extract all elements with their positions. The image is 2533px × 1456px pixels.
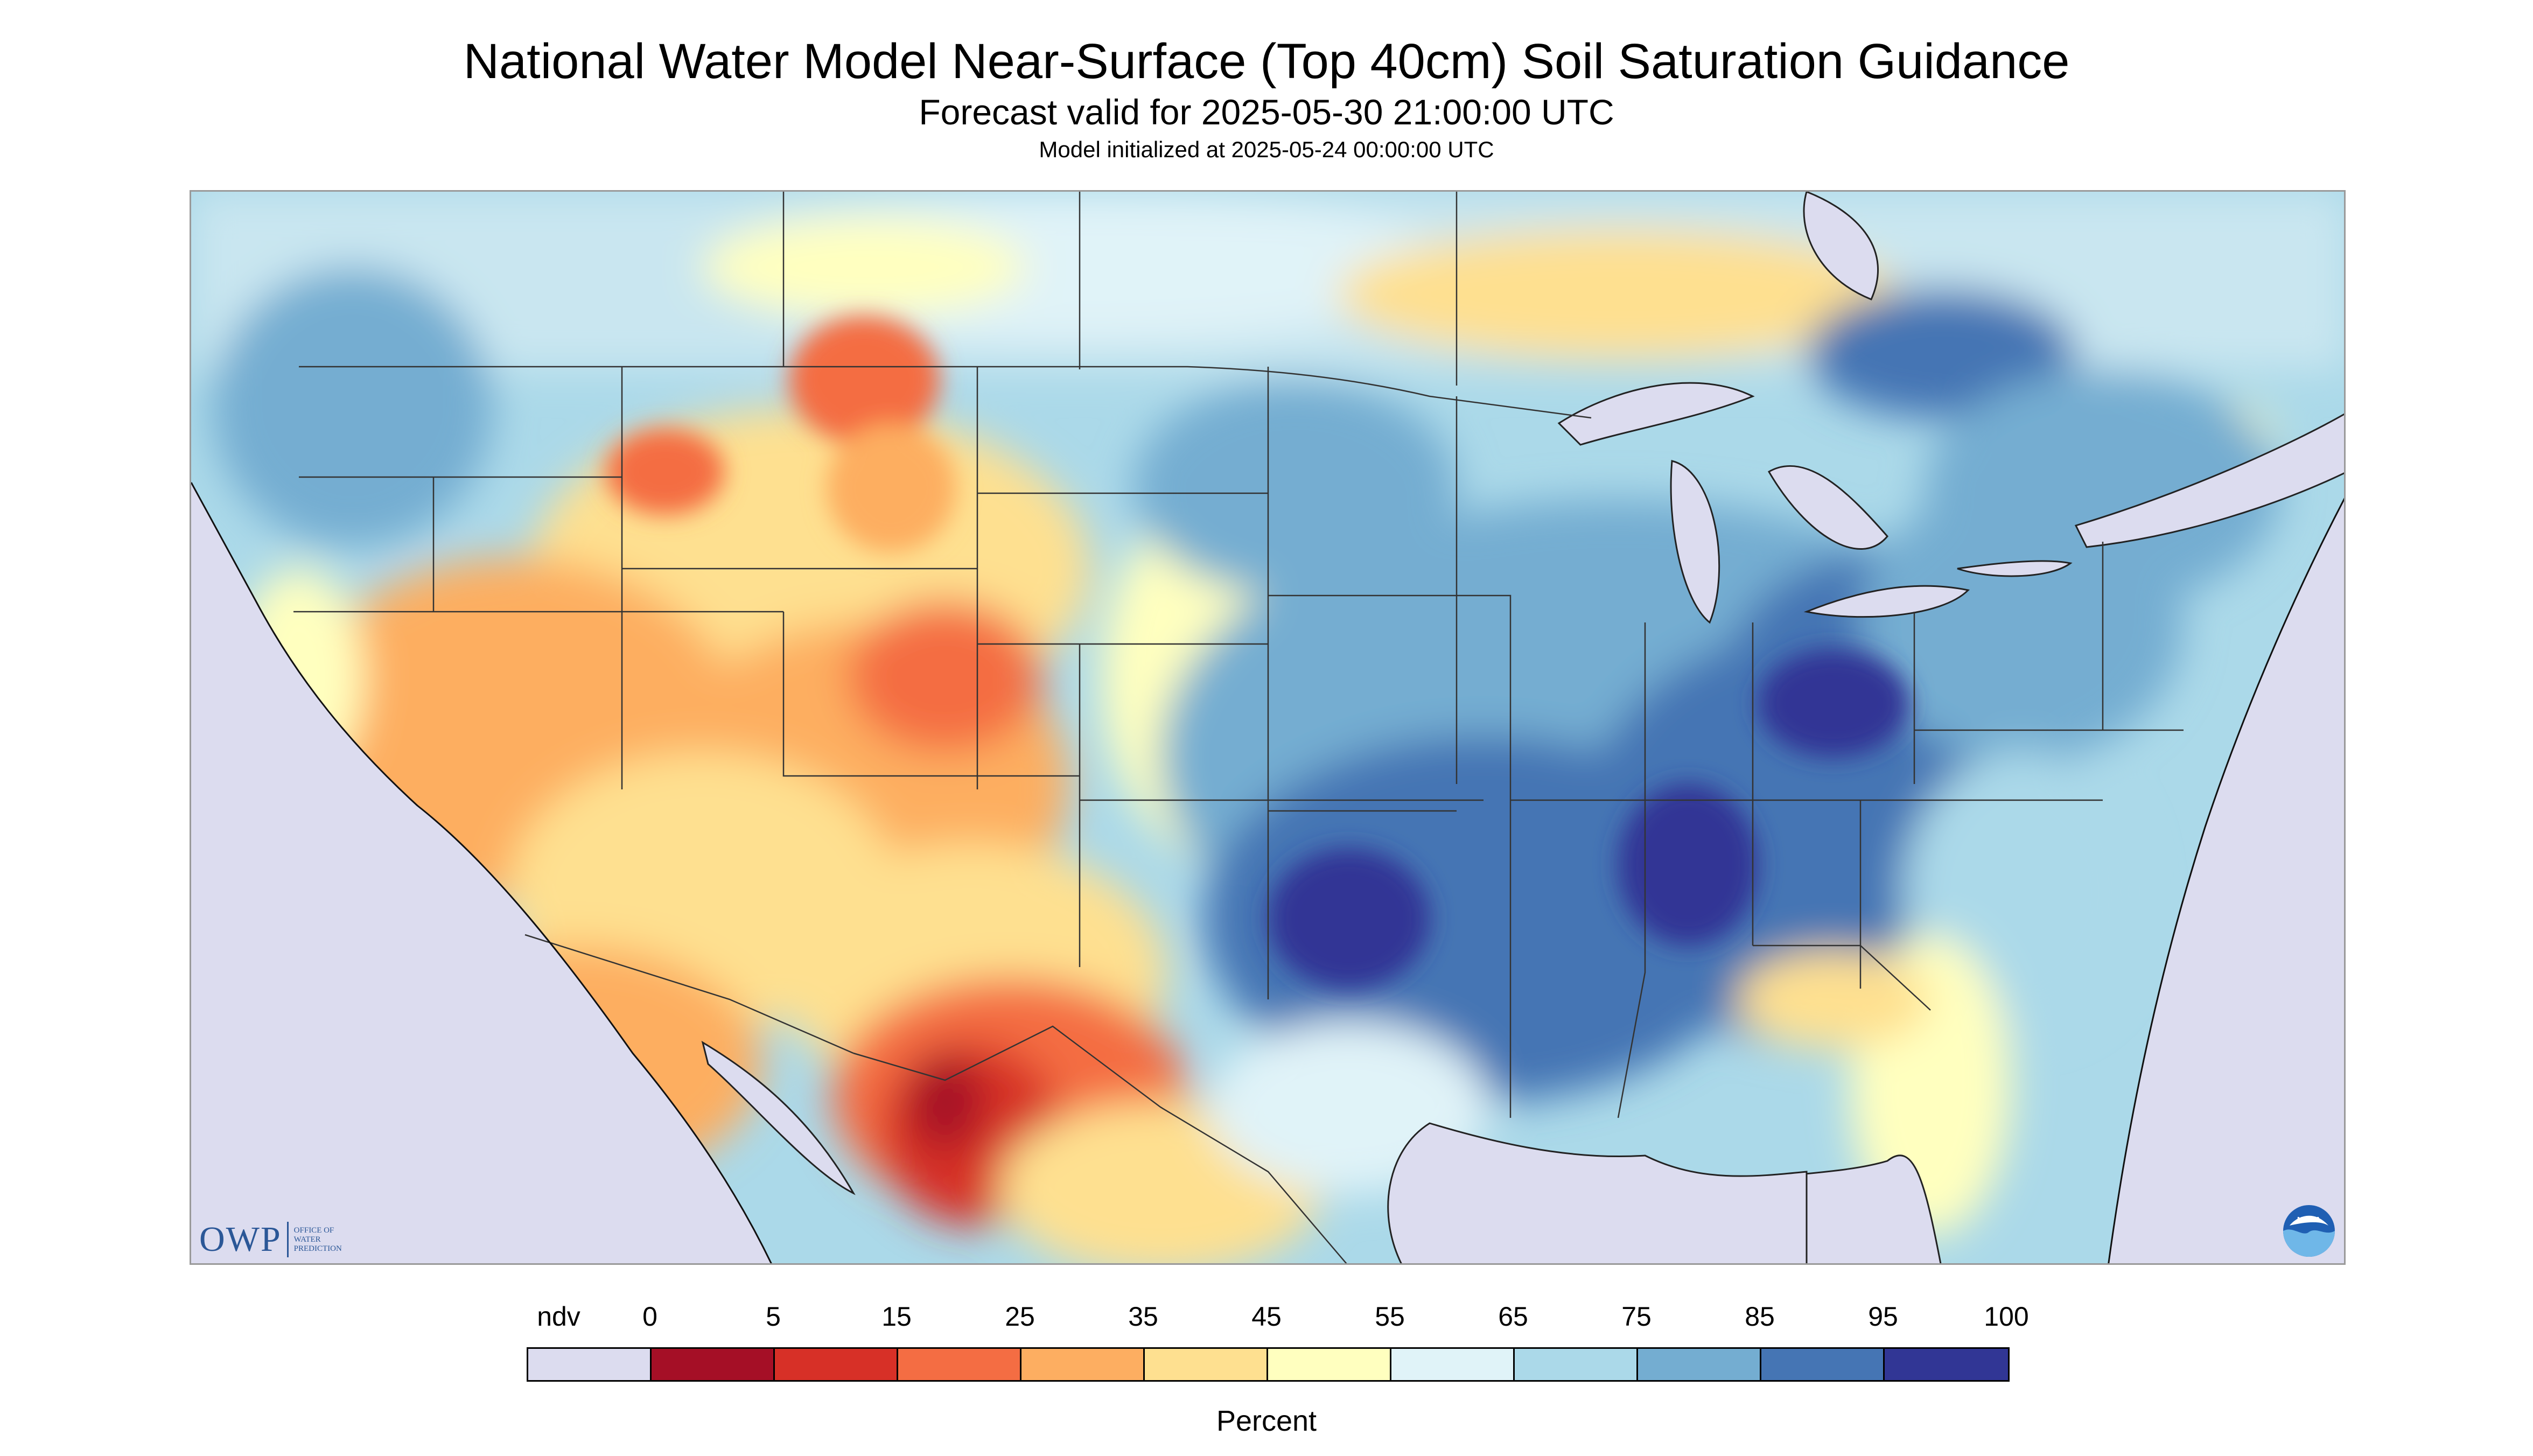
colorbar-tick-label: 75 <box>1621 1301 1652 1332</box>
colorbar-swatch <box>775 1349 898 1380</box>
colorbar-tick-label: 25 <box>1005 1301 1035 1332</box>
noaa-logo-text: NOAA <box>2297 1215 2321 1224</box>
colorbar-legend: ndv 0 5 15 25 35 45 55 65 75 85 95 100 Percent <box>0 1282 2533 1443</box>
map-canvas <box>191 192 2344 1263</box>
colorbar-unit-label: Percent <box>1216 1405 1317 1437</box>
colorbar-tick-label: 0 <box>642 1301 657 1332</box>
noaa-logo: NOAA <box>2283 1205 2335 1257</box>
colorbar-tick-label: 85 <box>1745 1301 1775 1332</box>
owp-logo-subtitle: OFFICE OF WATER PREDICTION <box>294 1226 342 1254</box>
map-subtitle: Forecast valid for 2025-05-30 21:00:00 U… <box>919 92 1614 132</box>
colorbar-tick-label: 65 <box>1498 1301 1528 1332</box>
colorbar-tick-label: ndv <box>537 1301 580 1332</box>
colorbar-tick-label: 55 <box>1375 1301 1405 1332</box>
colorbar-tick-label: 5 <box>766 1301 781 1332</box>
colorbar-swatch <box>1761 1349 1885 1380</box>
owp-subtitle-line: WATER <box>293 1235 321 1244</box>
colorbar <box>527 1347 2010 1382</box>
colorbar-swatch <box>1021 1349 1145 1380</box>
owp-logo: OWP OFFICE OF WATER PREDICTION <box>199 1218 342 1261</box>
map-title: National Water Model Near-Surface (Top 4… <box>463 34 2070 89</box>
colorbar-swatch <box>1391 1349 1515 1380</box>
colorbar-tick-label: 100 <box>1984 1301 2029 1332</box>
model-init-line: Model initialized at 2025-05-24 00:00:00… <box>1039 137 1494 162</box>
coastline <box>191 482 2344 1263</box>
owp-subtitle-line: PREDICTION <box>293 1244 342 1253</box>
colorbar-swatch <box>1268 1349 1391 1380</box>
colorbar-tick-label: 35 <box>1128 1301 1158 1332</box>
water-bodies <box>701 192 2344 1263</box>
colorbar-swatch <box>1145 1349 1268 1380</box>
colorbar-swatch <box>1515 1349 1638 1380</box>
colorbar-swatch <box>1885 1349 2008 1380</box>
colorbar-swatch <box>652 1349 775 1380</box>
owp-logo-divider <box>286 1222 289 1257</box>
colorbar-swatch <box>528 1349 652 1380</box>
colorbar-swatch <box>1638 1349 1761 1380</box>
owp-subtitle-line: OFFICE OF <box>293 1226 334 1235</box>
soil-saturation-map[interactable] <box>190 190 2346 1265</box>
colorbar-swatch <box>898 1349 1021 1380</box>
colorbar-tick-label: 95 <box>1868 1301 1898 1332</box>
colorbar-tick-label: 45 <box>1251 1301 1282 1332</box>
state-boundaries <box>293 192 2184 1263</box>
colorbar-tick-label: 15 <box>881 1301 912 1332</box>
owp-logo-mark: OWP <box>199 1220 282 1259</box>
